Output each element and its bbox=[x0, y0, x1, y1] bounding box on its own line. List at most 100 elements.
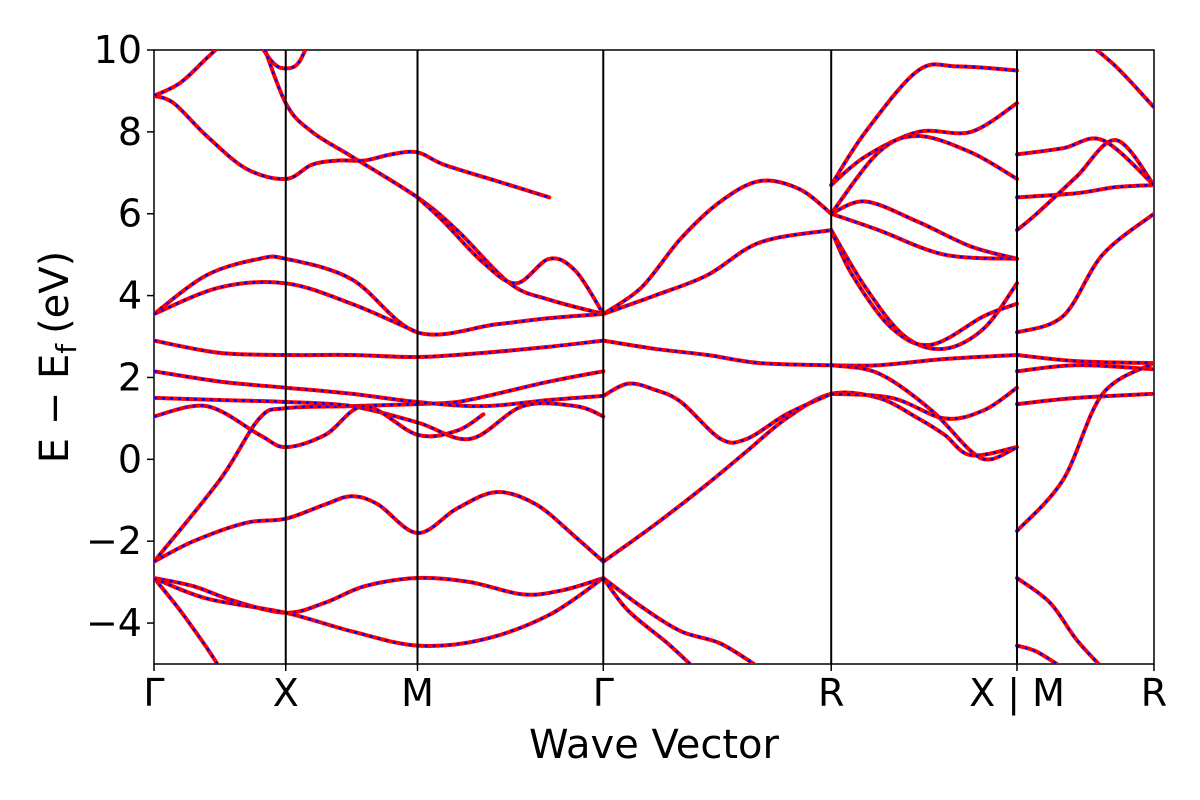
band-line-dashed bbox=[263, 50, 604, 316]
band-line-dashed bbox=[154, 339, 604, 359]
band-line-dashed bbox=[602, 577, 757, 664]
band-line-41 bbox=[1015, 576, 1102, 664]
band-line-31 bbox=[154, 395, 606, 442]
band-line-dashed bbox=[154, 396, 604, 441]
band-line-2 bbox=[154, 50, 219, 98]
x-tick-label: Γ bbox=[143, 671, 164, 715]
band-line-dashed bbox=[830, 229, 1018, 347]
band-line-8 bbox=[154, 576, 606, 648]
band-line-dashed bbox=[1016, 392, 1154, 406]
band-line-37 bbox=[1015, 353, 1154, 366]
band-line-solid bbox=[829, 101, 1019, 188]
x-axis: Γ X M Γ R X | M R bbox=[143, 664, 1167, 716]
band-line-solid bbox=[415, 195, 606, 316]
band-line-dashed bbox=[154, 94, 550, 199]
band-line-18 bbox=[829, 211, 1019, 261]
y-tick-label: −4 bbox=[86, 601, 142, 645]
band-line-solid bbox=[1015, 136, 1154, 188]
band-line-solid bbox=[1093, 50, 1154, 110]
kpoint-lines-group bbox=[284, 50, 1018, 664]
band-line-dashed bbox=[1016, 353, 1154, 365]
band-line-dashed bbox=[154, 370, 604, 408]
band-line-40 bbox=[1015, 361, 1154, 533]
band-line-43 bbox=[1093, 50, 1154, 110]
band-line-26 bbox=[154, 254, 606, 337]
band-line-20 bbox=[829, 62, 1019, 188]
band-line-11 bbox=[601, 576, 693, 664]
band-line-solid bbox=[154, 50, 219, 98]
x-axis-title: Wave Vector bbox=[529, 722, 780, 768]
band-line-dashed bbox=[1016, 361, 1154, 532]
y-axis: −4 −2 0 2 4 6 8 10 bbox=[86, 28, 154, 645]
band-line-dashed bbox=[602, 391, 1018, 563]
band-line-dashed bbox=[830, 200, 1018, 261]
band-line-14 bbox=[601, 381, 834, 445]
band-line-32 bbox=[154, 403, 486, 450]
x-tick-label: M bbox=[401, 671, 434, 715]
band-line-13 bbox=[601, 338, 1019, 368]
band-line-25 bbox=[829, 385, 1019, 421]
y-axis-title-main: E − E bbox=[32, 354, 78, 464]
band-line-dashed bbox=[602, 382, 832, 444]
band-line-dashed bbox=[1016, 183, 1154, 199]
y-tick-label: 8 bbox=[118, 110, 142, 154]
band-line-7 bbox=[154, 575, 606, 615]
band-line-dashed bbox=[602, 228, 832, 316]
x-tick-label: X | M bbox=[969, 671, 1065, 716]
band-line-dashed bbox=[830, 212, 1018, 261]
band-line-dashed bbox=[830, 63, 1018, 186]
band-line-16 bbox=[601, 228, 834, 316]
y-tick-label: 4 bbox=[118, 274, 142, 318]
band-line-solid bbox=[1015, 643, 1061, 664]
band-line-21 bbox=[829, 133, 1019, 216]
band-line-solid bbox=[1015, 138, 1154, 233]
band-line-9 bbox=[154, 576, 220, 664]
band-line-dashed bbox=[830, 363, 1018, 461]
band-line-34 bbox=[1015, 183, 1154, 200]
band-line-dashed bbox=[830, 134, 1018, 215]
x-tick-label: Γ bbox=[593, 671, 614, 715]
band-line-solid bbox=[154, 576, 606, 648]
band-line-dashed bbox=[603, 339, 1018, 367]
band-line-24 bbox=[829, 363, 1019, 462]
band-line-33 bbox=[1015, 136, 1154, 188]
band-line-solid bbox=[154, 490, 606, 564]
x-tick-label: R bbox=[818, 671, 844, 715]
band-line-dashed bbox=[154, 255, 604, 336]
band-line-dashed bbox=[154, 404, 485, 449]
band-line-dashed bbox=[602, 577, 692, 664]
x-tick-label: R bbox=[1141, 671, 1167, 715]
y-tick-label: −2 bbox=[86, 519, 142, 563]
x-tick-label: X bbox=[273, 671, 299, 715]
band-line-36 bbox=[1015, 211, 1154, 335]
band-line-10 bbox=[601, 576, 758, 664]
band-line-30 bbox=[154, 369, 606, 409]
band-line-15 bbox=[601, 178, 834, 316]
band-line-dashed bbox=[602, 179, 832, 316]
y-axis-title: E − Ef (eV) bbox=[32, 251, 83, 464]
band-line-dashed bbox=[154, 577, 219, 664]
band-line-35 bbox=[1015, 138, 1154, 233]
y-tick-label: 2 bbox=[118, 355, 142, 399]
y-tick-label: 0 bbox=[118, 437, 142, 481]
band-line-19 bbox=[829, 101, 1019, 188]
band-line-1 bbox=[154, 93, 552, 200]
band-line-23 bbox=[829, 228, 1019, 348]
plot-area bbox=[153, 49, 1155, 665]
band-line-5 bbox=[154, 490, 606, 564]
svg-text:E − Ef(eV): E − Ef (eV) bbox=[32, 251, 83, 464]
y-axis-title-unit: (eV) bbox=[32, 251, 78, 334]
y-tick-label: 10 bbox=[94, 28, 142, 72]
y-tick-label: 6 bbox=[118, 192, 142, 236]
band-line-17 bbox=[829, 199, 1019, 261]
y-axis-title-sub: f bbox=[50, 343, 83, 354]
band-line-dashed bbox=[1016, 212, 1154, 334]
band-line-42 bbox=[1015, 643, 1061, 664]
band-line-39 bbox=[1015, 391, 1154, 407]
band-line-dashed bbox=[1016, 576, 1101, 664]
band-line-dashed bbox=[154, 576, 604, 615]
band-line-28 bbox=[415, 195, 606, 316]
band-line-dashed bbox=[831, 386, 1018, 421]
band-series-group bbox=[154, 50, 1154, 664]
